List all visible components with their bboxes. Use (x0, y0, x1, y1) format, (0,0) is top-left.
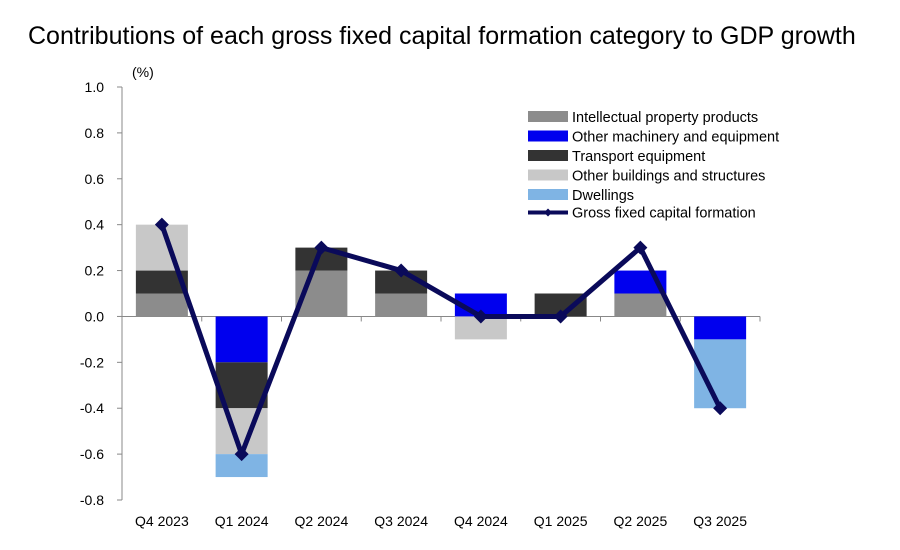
y-tick-label: -0.2 (80, 354, 104, 370)
x-tick-label: Q1 2025 (534, 513, 588, 529)
gfcf-point-q2-2024 (314, 240, 329, 255)
gfcf-line (159, 223, 723, 457)
gfcf-point-q2-2025 (633, 240, 648, 255)
gfcf-point-q1-2025 (553, 309, 568, 324)
legend-swatch (528, 150, 568, 161)
y-tick-label: -0.4 (80, 400, 104, 416)
gfcf-point-q3-2025 (713, 401, 728, 416)
total-line (154, 217, 728, 462)
legend-swatch (528, 169, 568, 181)
bar-other-buildings-and-structures-q4-2023 (135, 224, 188, 271)
y-tick-label: 0.6 (85, 171, 105, 187)
x-tick-label: Q2 2024 (295, 513, 349, 529)
y-tick-label: 0.8 (85, 125, 105, 141)
bar-transport-equipment-q1-2025 (534, 293, 587, 317)
bar-intellectual-property-products-q4-2023 (135, 293, 188, 317)
bar-intellectual-property-products-q2-2025 (614, 293, 667, 317)
gfcf-point-q4-2023 (154, 217, 169, 232)
legend-label: Intellectual property products (572, 110, 758, 126)
x-tick-label: Q2 2025 (614, 513, 668, 529)
y-tick-label: 1.0 (85, 79, 105, 95)
gfcf-point-q4-2024 (473, 309, 488, 324)
x-tick-label: Q4 2024 (454, 513, 508, 529)
y-tick-label: -0.8 (80, 492, 104, 508)
y-tick-label: 0.0 (85, 308, 105, 324)
y-tick-label: -0.6 (80, 446, 104, 462)
bar-other-buildings-and-structures-q4-2024 (454, 316, 507, 340)
x-tick-label: Q1 2024 (215, 513, 269, 529)
chart-title: Contributions of each gross fixed capita… (28, 22, 856, 50)
bar-other-machinery-and-equipment-q3-2025 (694, 316, 747, 340)
legend-label: Transport equipment (572, 149, 705, 165)
y-tick-label: 0.2 (85, 263, 105, 279)
y-tick-label: 0.4 (85, 217, 105, 233)
legend-marker (544, 208, 552, 217)
gfcf-point-q1-2024 (234, 447, 249, 462)
legend-swatch (528, 111, 568, 122)
legend-label: Gross fixed capital formation (572, 206, 756, 222)
bar-dwellings-q1-2024 (215, 454, 268, 478)
legend-swatch (528, 130, 568, 142)
legend-swatch (528, 189, 568, 200)
legend-label: Dwellings (572, 188, 634, 204)
tick-labels: 1.0 0.8 0.6 0.4 0.2 0.0 -0.2 -0.4 -0.6 -0.8 (%) Q4 … (80, 64, 747, 529)
x-tick-label: Q4 2023 (135, 513, 189, 529)
bar-transport-equipment-q4-2023 (135, 270, 188, 294)
x-tick-label: Q3 2024 (374, 513, 428, 529)
x-tick-label: Q3 2025 (693, 513, 747, 529)
bar-intellectual-property-products-q3-2024 (375, 293, 428, 317)
legend-label: Other buildings and structures (572, 169, 765, 185)
legend: Intellectual property products Other mach… (528, 110, 779, 222)
bar-other-machinery-and-equipment-q1-2024 (215, 316, 268, 363)
legend-label: Other machinery and equipment (572, 130, 779, 146)
bars (135, 224, 747, 478)
gfcf-point-q3-2024 (394, 263, 409, 278)
y-axis-unit: (%) (132, 64, 154, 80)
